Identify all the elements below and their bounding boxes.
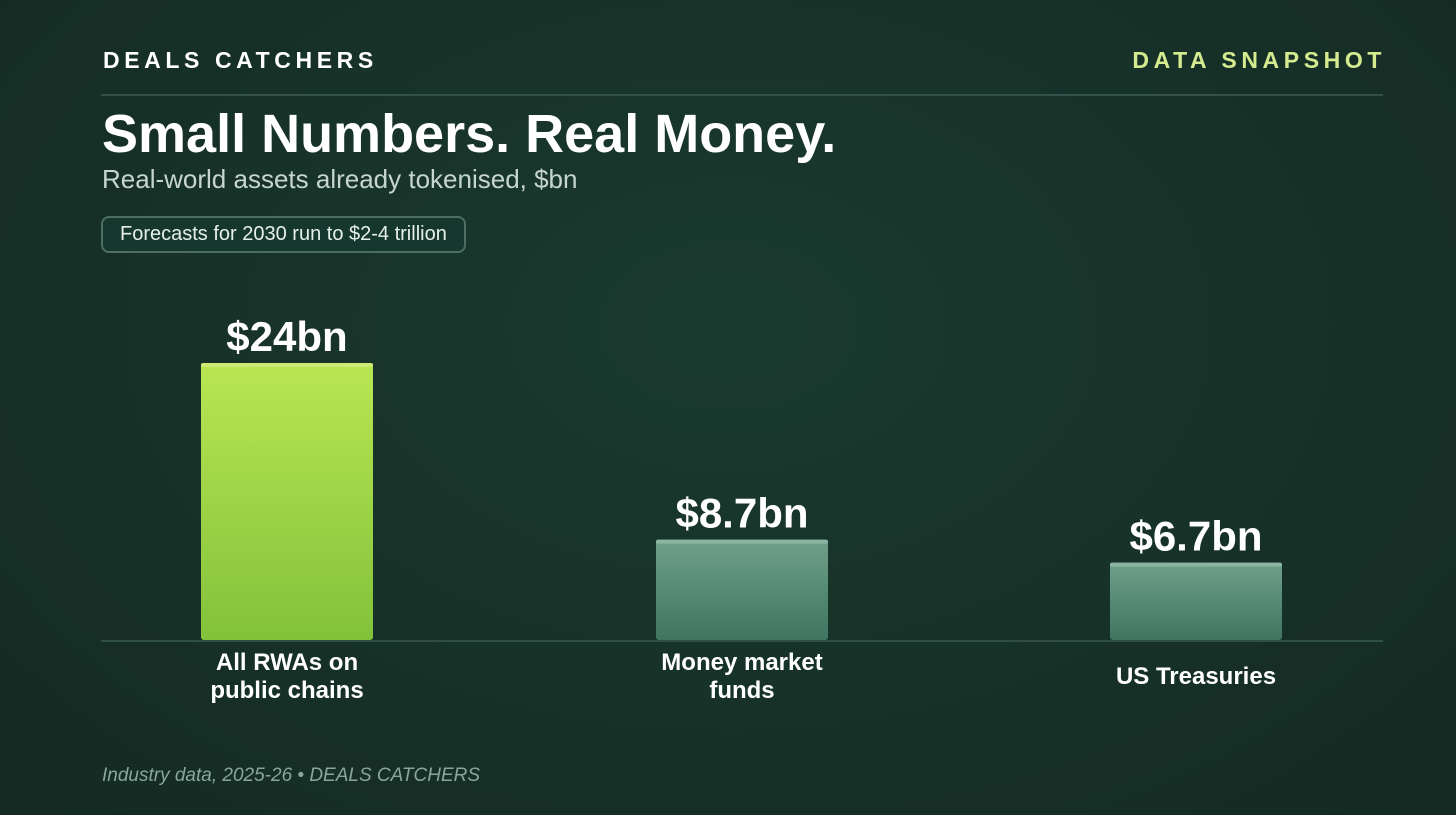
brand-name: DEALS CATCHERS [103, 47, 378, 73]
bar-cap-0 [201, 363, 373, 367]
category-label-2: US Treasuries [1116, 663, 1276, 690]
category-label-line: Money market [661, 649, 822, 676]
section-tag: DATA SNAPSHOT [1132, 47, 1386, 73]
header-divider [101, 94, 1383, 96]
bar-cap-1 [656, 539, 828, 544]
category-label-line: US Treasuries [1116, 663, 1276, 690]
bar-1 [656, 539, 828, 640]
bar-0 [201, 363, 373, 640]
category-label-0: All RWAs on public chains [210, 649, 363, 704]
category-label-line: All RWAs on [216, 649, 358, 676]
bar-2 [1110, 562, 1282, 640]
category-label-1: Money market funds [661, 649, 822, 704]
forecast-callout: Forecasts for 2030 run to $2-4 trillion [101, 216, 466, 253]
value-label-2: $6.7bn [1129, 513, 1262, 560]
source-footnote: Industry data, 2025-26 • DEALS CATCHERS [102, 765, 481, 786]
bar-cap-2 [1110, 562, 1282, 567]
bars-group: $24bn All RWAs on public chains $8.7bn Money… [201, 313, 1282, 704]
chart-subtitle: Real-world assets already tokenised, $bn [102, 164, 578, 194]
value-label-0: $24bn [226, 313, 347, 360]
chart-title: Small Numbers. Real Money. [102, 104, 837, 164]
category-label-line: funds [709, 677, 774, 704]
value-label-1: $8.7bn [675, 490, 808, 537]
category-label-line: public chains [210, 677, 363, 704]
